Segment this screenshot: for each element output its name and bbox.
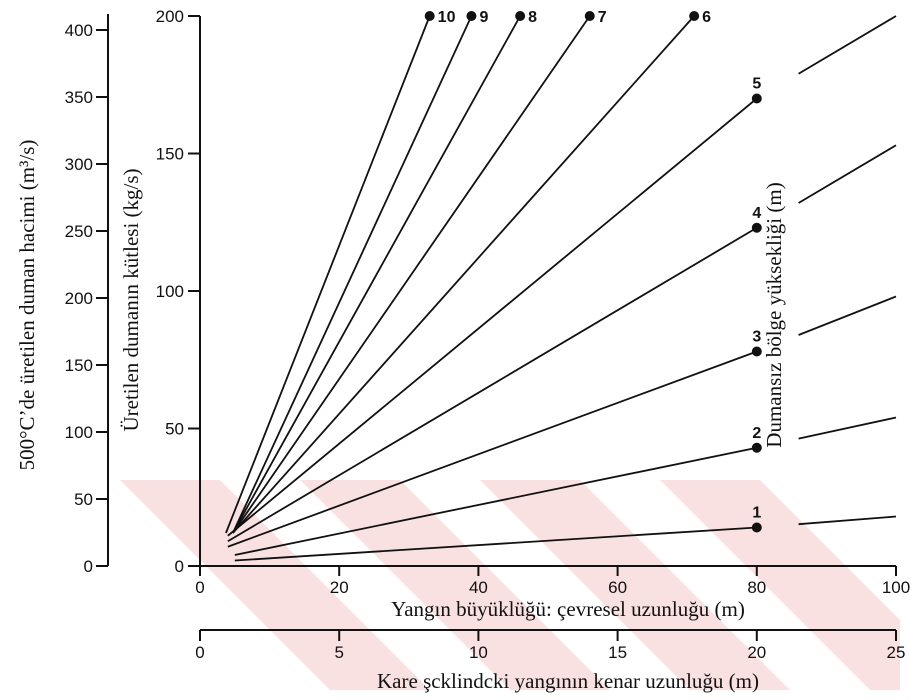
series-6: 6 — [232, 9, 711, 534]
series-9: 9 — [232, 9, 488, 534]
series-line — [227, 350, 758, 548]
series-label: 1 — [752, 505, 761, 522]
series-label: 3 — [752, 329, 761, 346]
x-ticks: 0 20 40 60 80 100 — [195, 566, 910, 597]
secondary-x-tick-label: 0 — [195, 643, 204, 662]
series-label: 4 — [752, 205, 761, 222]
volume-tick-label: 400 — [65, 21, 93, 40]
series-line — [227, 97, 758, 537]
mass-axis-label: Üretilen dumanın kütlesi (kg/s) — [119, 168, 143, 431]
series-line — [232, 15, 521, 534]
volume-tick-label: 0 — [84, 557, 93, 576]
x-tick-label: 40 — [469, 578, 488, 597]
secondary-x-axis-label: Kare şcklindcki yangının kenar uzunluğu … — [377, 669, 759, 693]
mass-tick-label: 0 — [175, 557, 184, 576]
secondary-x-tick-label: 5 — [334, 643, 343, 662]
series-4: 4 — [227, 144, 897, 543]
series-line — [232, 15, 695, 534]
series-line-tail — [798, 144, 897, 204]
x-tick-label: 100 — [882, 578, 910, 597]
secondary-x-tick-label: 20 — [747, 643, 766, 662]
mass-tick-label: 150 — [156, 145, 184, 164]
secondary-x-ticks: 0 5 10 15 20 25 — [195, 630, 905, 662]
series-label: 9 — [479, 9, 488, 26]
series-marker — [689, 11, 700, 21]
mass-axis: 0 50 100 150 200 Üretilen dumanın kütlesi (k… — [119, 7, 201, 576]
series-marker — [424, 11, 435, 21]
volume-tick-label: 250 — [65, 222, 93, 241]
volume-tick-label: 50 — [74, 490, 93, 509]
series-10: 10 — [225, 9, 456, 534]
volume-tick-label: 200 — [65, 289, 93, 308]
volume-tick-label: 350 — [65, 88, 93, 107]
series-marker — [466, 11, 477, 21]
mass-ticks: 0 50 100 150 200 — [156, 7, 200, 576]
x-axis-label: Yangın büyüklüğü: çevresel uzunluğu (m) — [391, 597, 745, 621]
secondary-x-axis: 0 5 10 15 20 25 Kare şcklindcki yangının kena… — [195, 629, 905, 693]
watermark — [120, 480, 900, 690]
series-7: 7 — [232, 9, 607, 534]
x-tick-label: 60 — [608, 578, 627, 597]
series-label: 10 — [438, 9, 456, 26]
series-label: 7 — [598, 9, 607, 26]
series-label: 6 — [702, 9, 711, 26]
mass-tick-label: 200 — [156, 7, 184, 26]
series-lines: 1 2 3 4 5 6 7 8 9 10 — [225, 9, 897, 562]
mass-tick-label: 100 — [156, 282, 184, 301]
series-marker — [751, 442, 762, 453]
series-line — [227, 226, 758, 543]
series-line-tail — [798, 15, 897, 75]
mass-tick-label: 50 — [165, 420, 184, 439]
volume-axis: 0 50 100 150 200 250 300 350 400 500°C’de üretil… — [15, 14, 109, 576]
series-marker — [751, 93, 762, 104]
series-label: 2 — [752, 425, 761, 442]
volume-axis-label: 500°C’de üretilen duman hacimi (m³/s) — [15, 140, 39, 471]
series-line — [234, 446, 757, 556]
x-tick-label: 20 — [330, 578, 349, 597]
volume-ticks: 0 50 100 150 200 250 300 350 400 — [65, 21, 108, 576]
curve-axis-label: Dumansız bölge yüksekliği (m) — [762, 182, 786, 447]
series-marker — [751, 346, 762, 357]
secondary-x-tick-label: 25 — [887, 643, 906, 662]
series-2: 2 — [234, 416, 897, 556]
volume-tick-label: 150 — [65, 356, 93, 375]
series-line-tail — [798, 416, 897, 440]
x-tick-label: 0 — [195, 578, 204, 597]
series-5: 5 — [227, 15, 897, 537]
secondary-x-tick-label: 10 — [469, 643, 488, 662]
series-label: 8 — [528, 9, 537, 26]
series-line — [225, 15, 431, 534]
series-line — [232, 15, 473, 534]
series-3: 3 — [227, 295, 897, 548]
volume-tick-label: 100 — [65, 423, 93, 442]
series-marker — [515, 11, 526, 21]
series-line — [232, 15, 591, 534]
series-8: 8 — [232, 9, 537, 534]
series-1: 1 — [234, 505, 897, 562]
volume-tick-label: 300 — [65, 155, 93, 174]
series-line-tail — [798, 295, 897, 336]
secondary-x-tick-label: 15 — [608, 643, 627, 662]
series-marker — [584, 11, 595, 21]
series-line — [234, 526, 757, 562]
series-marker — [751, 222, 762, 233]
x-axis: 0 20 40 60 80 100 Yangın büyüklüğü: çevresel … — [190, 565, 910, 621]
x-tick-label: 80 — [747, 578, 766, 597]
series-line-tail — [798, 515, 897, 526]
series-marker — [751, 522, 762, 533]
series-label: 5 — [752, 76, 761, 93]
